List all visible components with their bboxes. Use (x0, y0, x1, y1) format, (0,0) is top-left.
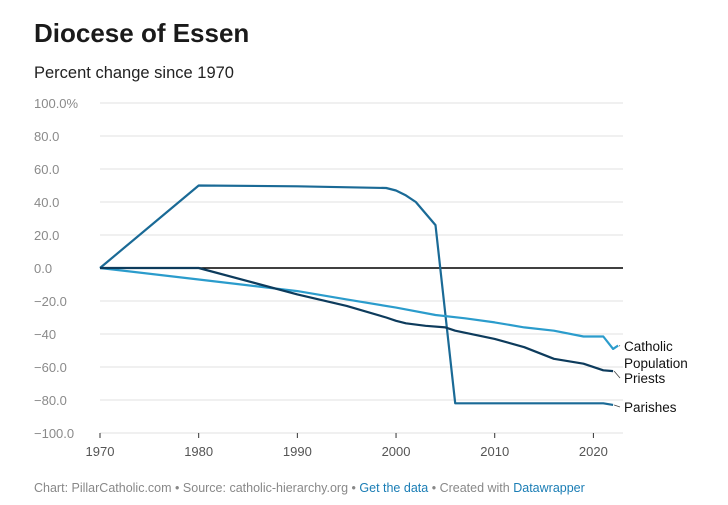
series-label-parishes: Parishes (624, 400, 677, 415)
y-tick-label: 0.0 (34, 261, 52, 276)
y-tick-label: 80.0 (34, 129, 59, 144)
label-leader (614, 404, 621, 408)
y-tick-label: −20.0 (34, 294, 67, 309)
get-the-data-link[interactable]: Get the data (359, 481, 429, 495)
line-chart: 100.0% 80.0 60.0 40.0 20.0 0.0 −20.0 −40 −60.0 −8… (34, 96, 688, 459)
series-line-parishes (99, 184, 614, 406)
y-tick-label: 20.0 (34, 228, 59, 243)
y-tick-label: −80.0 (34, 393, 67, 408)
footer-separator: • (431, 481, 437, 495)
x-tick-label: 1970 (86, 444, 115, 459)
series-label-priests: Priests (624, 371, 666, 386)
series-label-catholic-population: Catholic (624, 339, 673, 354)
datawrapper-link[interactable]: Datawrapper (513, 481, 585, 495)
x-tick-label: 1990 (283, 444, 312, 459)
y-tick-label: −100.0 (34, 426, 74, 441)
footer-separator: • (351, 481, 356, 495)
chart-title: Diocese of Essen (34, 18, 250, 48)
footer-separator: • (175, 481, 180, 495)
chart-credit: Chart: PillarCatholic.com (34, 481, 172, 495)
y-tick-label: 60.0 (34, 162, 59, 177)
y-tick-label: 40.0 (34, 195, 59, 210)
series-line-priests (100, 266, 614, 373)
y-tick-label: 100.0% (34, 96, 79, 111)
chart-source: Source: catholic-hierarchy.org (182, 481, 349, 495)
chart-subtitle: Percent change since 1970 (34, 64, 234, 82)
series-line-catholic-population (99, 266, 619, 350)
created-with-prefix: Created with (439, 481, 510, 495)
y-tick-label: −40 (34, 327, 56, 342)
series-label-catholic-population: Population (624, 356, 688, 371)
x-axis-ticks: 1970 1980 1990 2000 2010 2020 (86, 433, 608, 459)
x-tick-label: 2020 (579, 444, 608, 459)
series-lines (99, 184, 619, 406)
y-axis-ticks: 100.0% 80.0 60.0 40.0 20.0 0.0 −20.0 −40 −60.0 −8… (34, 96, 79, 441)
chart-footer: Chart: PillarCatholic.com • Source: cath… (34, 481, 585, 495)
x-tick-label: 2010 (480, 444, 509, 459)
x-tick-label: 2000 (382, 444, 411, 459)
y-tick-label: −60.0 (34, 360, 67, 375)
label-leader (613, 370, 621, 379)
x-tick-label: 1980 (184, 444, 213, 459)
